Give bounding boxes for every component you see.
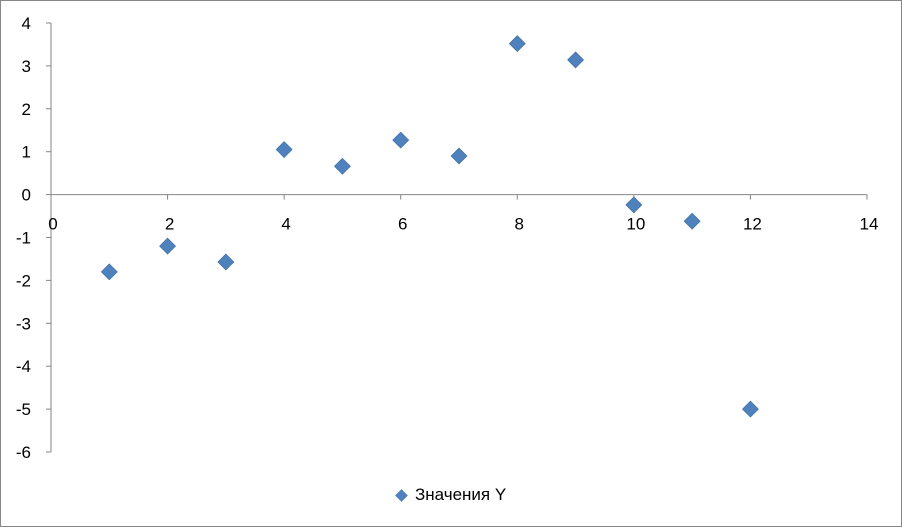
data-point: [159, 237, 176, 255]
y-tick-label: 0: [22, 186, 31, 205]
x-tick-label: 8: [515, 215, 524, 234]
x-tick-label: 14: [860, 215, 879, 234]
x-axis-tick-labels: 0 2 4 6 8 10 12 14: [48, 194, 879, 234]
y-tick-label: -6: [16, 443, 31, 462]
data-point: [742, 400, 759, 418]
data-point: [100, 263, 118, 281]
y-tick-label: -2: [16, 271, 31, 290]
data-point: [508, 35, 526, 53]
data-point: [217, 253, 235, 271]
y-tick-label: -3: [16, 314, 31, 333]
y-tick-label: -5: [16, 400, 31, 419]
legend-marker-icon: [395, 488, 408, 502]
y-tick-label: 2: [22, 100, 31, 119]
y-tick-label: -4: [16, 357, 31, 376]
y-tick-label: 4: [22, 14, 31, 33]
data-point: [275, 141, 293, 158]
y-tick-label: -1: [16, 229, 31, 248]
legend: Значения Y: [395, 485, 507, 505]
x-tick-label: 2: [165, 215, 174, 234]
data-point: [567, 51, 584, 69]
x-tick-label: 12: [743, 215, 762, 234]
x-tick-label: 4: [281, 215, 290, 234]
y-tick-label: 1: [22, 143, 31, 162]
data-point: [683, 212, 701, 230]
data-point: [392, 131, 410, 149]
data-point: [334, 157, 351, 175]
y-axis-tick-labels: 4 3 2 1 0 -1 -2 -3 -4 -5 -6: [16, 14, 51, 462]
x-tick-label: 10: [626, 215, 645, 234]
x-tick-label: 0: [48, 215, 57, 234]
x-tick-label: 6: [398, 215, 407, 234]
axes: [50, 23, 867, 452]
data-point: [625, 196, 643, 214]
y-tick-label: 3: [22, 57, 31, 76]
data-point: [450, 147, 468, 165]
legend-label: Значения Y: [415, 485, 507, 504]
data-points: [100, 35, 759, 418]
